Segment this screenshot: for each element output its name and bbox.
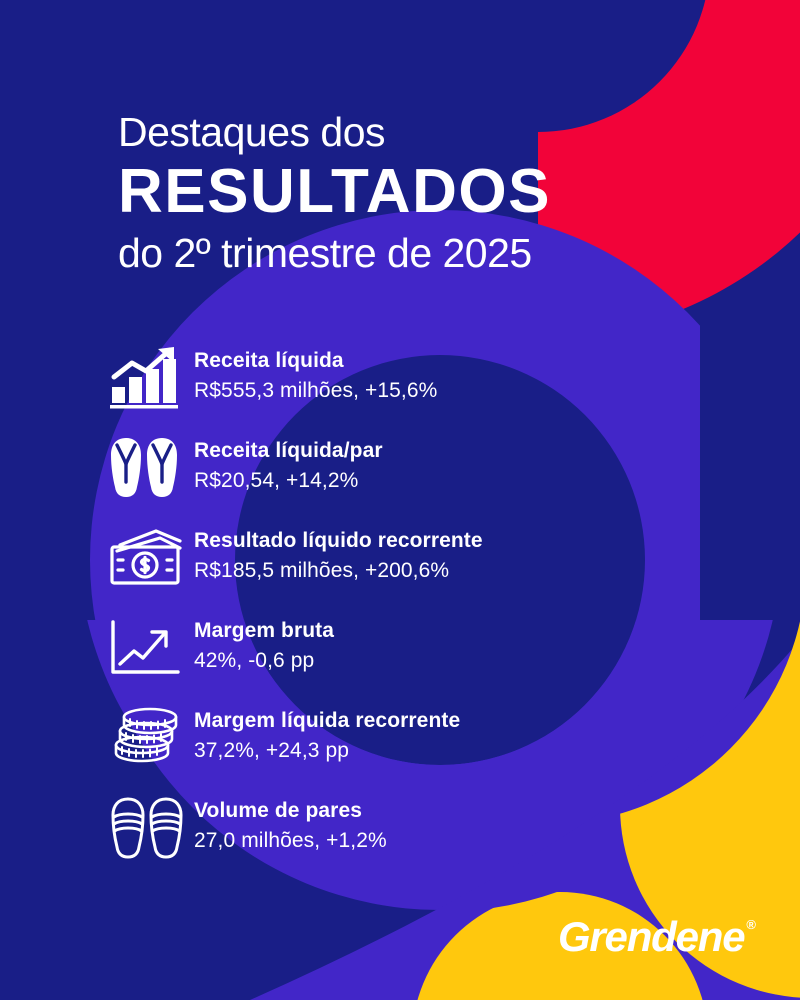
metric-text: Resultado líquido recorrente R$185,5 mil… xyxy=(194,524,483,585)
metric-text: Margem bruta 42%, -0,6 pp xyxy=(194,614,334,675)
metric-row: Receita líquida/par R$20,54, +14,2% xyxy=(110,434,670,524)
headline-line-1: Destaques dos xyxy=(118,109,386,155)
coin-stack-icon xyxy=(110,704,194,770)
metric-label: Receita líquida/par xyxy=(194,439,383,462)
metric-row: Margem bruta 42%, -0,6 pp xyxy=(110,614,670,704)
brand-wordmark: Grendene xyxy=(557,913,746,960)
flip-flops-icon xyxy=(110,434,194,500)
headline-line-3: do 2º trimestre de 2025 xyxy=(118,230,532,277)
metric-value: R$20,54, +14,2% xyxy=(194,469,359,493)
metric-label: Margem líquida recorrente xyxy=(194,709,461,732)
metric-text: Margem líquida recorrente 37,2%, +24,3 p… xyxy=(194,704,460,765)
metric-label: Margem bruta xyxy=(194,619,335,642)
grendene-logo: Grendene ® xyxy=(558,916,756,958)
metric-label: Volume de pares xyxy=(194,799,363,822)
banknotes-icon xyxy=(110,524,194,590)
registered-trademark-icon: ® xyxy=(746,917,756,932)
page-title: Destaques dos RESULTADOS do 2º trimestre… xyxy=(118,109,738,277)
bar-chart-growth-icon xyxy=(110,344,194,410)
metric-text: Receita líquida R$555,3 milhões, +15,6% xyxy=(194,344,437,405)
metric-row: Resultado líquido recorrente R$185,5 mil… xyxy=(110,524,670,614)
metric-label: Receita líquida xyxy=(194,349,344,372)
metrics-list: Receita líquida R$555,3 milhões, +15,6% xyxy=(110,344,670,884)
metric-value: 42%, -0,6 pp xyxy=(194,649,315,673)
metric-label: Resultado líquido recorrente xyxy=(194,529,483,552)
metric-text: Volume de pares 27,0 milhões, +1,2% xyxy=(194,794,387,855)
slippers-icon xyxy=(110,794,194,860)
metric-row: Receita líquida R$555,3 milhões, +15,6% xyxy=(110,344,670,434)
metric-value: R$555,3 milhões, +15,6% xyxy=(194,379,438,403)
metric-row: Volume de pares 27,0 milhões, +1,2% xyxy=(110,794,670,884)
metric-row: Margem líquida recorrente 37,2%, +24,3 p… xyxy=(110,704,670,794)
headline-line-2: RESULTADOS xyxy=(118,156,551,226)
metric-value: 37,2%, +24,3 pp xyxy=(194,739,350,763)
metric-value: 27,0 milhões, +1,2% xyxy=(194,829,387,853)
line-chart-arrow-icon xyxy=(110,614,194,680)
metric-value: R$185,5 milhões, +200,6% xyxy=(194,559,450,583)
metric-text: Receita líquida/par R$20,54, +14,2% xyxy=(194,434,383,495)
